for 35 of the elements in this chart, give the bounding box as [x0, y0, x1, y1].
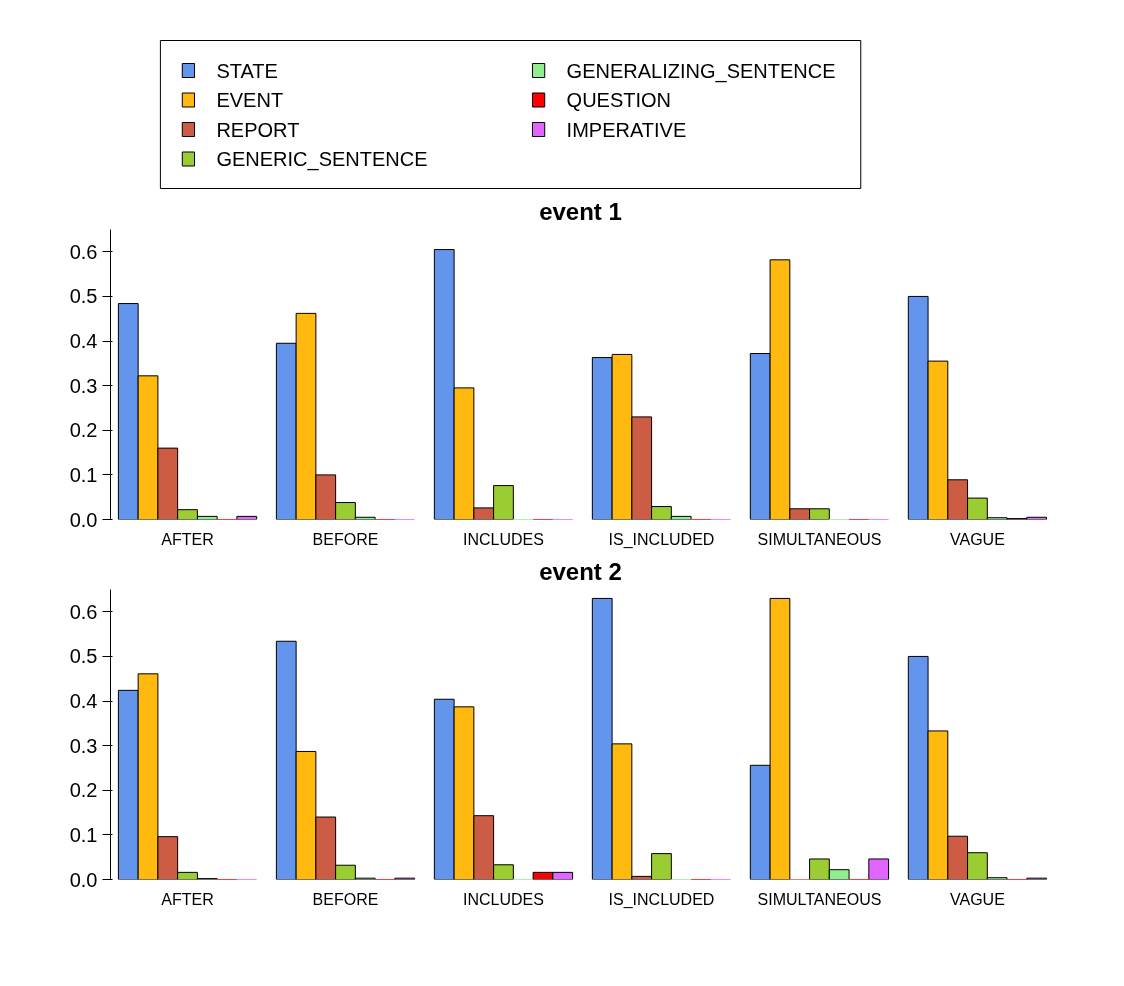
y-tick-label: 0.5 — [69, 645, 98, 668]
chart-title: event 1 — [539, 197, 622, 225]
x-tick-label: BEFORE — [312, 890, 379, 908]
x-tick-label: AFTER — [161, 890, 214, 908]
legend-label: IMPERATIVE — [566, 118, 687, 141]
x-tick-label: IS_INCLUDED — [608, 530, 715, 549]
x-tick-label: INCLUDES — [463, 890, 544, 908]
x-tick-label: SIMULTANEOUS — [757, 890, 882, 908]
y-tick-label: 0.5 — [69, 285, 98, 308]
y-tick-label: 0.3 — [69, 734, 98, 757]
y-tick-label: 0.0 — [69, 868, 98, 891]
x-tick-label: INCLUDES — [463, 530, 544, 548]
x-tick-label: AFTER — [161, 530, 214, 548]
y-tick-label: 0.1 — [69, 463, 98, 486]
y-tick-label: 0.6 — [69, 600, 98, 623]
y-tick-label: 0.2 — [69, 779, 98, 802]
y-tick-label: 0.6 — [69, 240, 98, 263]
legend-label: GENERALIZING_SENTENCE — [566, 59, 836, 83]
legend-label: REPORT — [216, 118, 300, 141]
legend-label: GENERIC_SENTENCE — [216, 148, 428, 171]
legend-label: STATE — [216, 59, 278, 82]
y-tick-label: 0.0 — [69, 508, 98, 531]
x-tick-label: VAGUE — [950, 890, 1005, 908]
x-tick-label: VAGUE — [950, 530, 1005, 548]
chart-title: event 2 — [539, 557, 622, 585]
legend-label: QUESTION — [566, 89, 672, 111]
x-tick-label: SIMULTANEOUS — [757, 530, 882, 548]
y-tick-label: 0.2 — [69, 419, 98, 442]
x-tick-label: BEFORE — [312, 530, 379, 548]
y-tick-label: 0.4 — [69, 330, 98, 353]
legend-label: EVENT — [216, 89, 284, 111]
x-tick-label: IS_INCLUDED — [608, 890, 715, 909]
y-tick-label: 0.3 — [69, 374, 98, 397]
y-tick-label: 0.4 — [69, 690, 98, 713]
y-tick-label: 0.1 — [69, 823, 98, 846]
